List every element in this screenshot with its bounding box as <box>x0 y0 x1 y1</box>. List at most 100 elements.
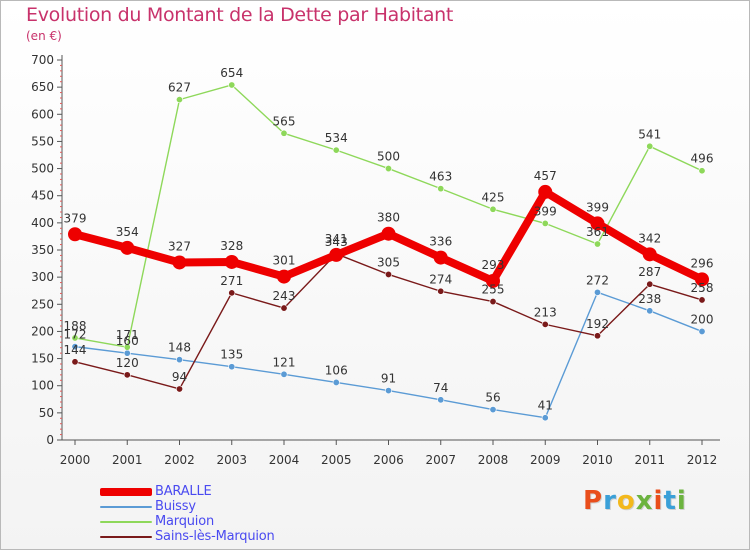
data-point-buissy <box>593 288 601 296</box>
data-label-sains-l-s-marquion: 274 <box>429 272 452 286</box>
data-point-buissy <box>541 414 549 422</box>
y-tick-label: 200 <box>31 324 54 338</box>
y-tick-label: 300 <box>31 270 54 284</box>
logo-letter: r <box>603 486 617 516</box>
y-tick-label: 350 <box>31 243 54 257</box>
data-point-sains-l-s-marquion <box>593 332 601 340</box>
data-point-baralle <box>486 273 500 288</box>
y-tick-label: 150 <box>31 352 54 366</box>
x-tick-label: 2001 <box>112 453 143 467</box>
data-label-marquion: 361 <box>586 225 609 239</box>
y-tick-label: 700 <box>31 53 54 67</box>
data-point-marquion <box>228 81 236 89</box>
data-label-sains-l-s-marquion: 305 <box>377 255 400 269</box>
data-point-sains-l-s-marquion <box>646 280 654 288</box>
chart-subtitle: (en €) <box>26 29 62 43</box>
data-point-sains-l-s-marquion <box>280 304 288 312</box>
data-point-marquion <box>541 219 549 227</box>
legend-label: Buissy <box>155 499 196 514</box>
x-tick-label: 2003 <box>216 453 247 467</box>
data-point-baralle <box>172 255 187 270</box>
data-label-marquion: 541 <box>638 127 661 141</box>
data-point-sains-l-s-marquion <box>228 289 236 297</box>
data-label-sains-l-s-marquion: 287 <box>638 265 661 279</box>
data-label-sains-l-s-marquion: 243 <box>273 289 296 303</box>
data-label-baralle: 342 <box>638 231 661 245</box>
legend-swatch <box>100 535 152 538</box>
data-label-buissy: 91 <box>381 372 396 386</box>
data-point-baralle <box>642 247 657 262</box>
legend-swatch <box>100 505 152 508</box>
data-label-buissy: 106 <box>325 363 348 377</box>
x-tick-label: 2004 <box>269 453 300 467</box>
data-point-baralle <box>695 272 709 287</box>
data-point-buissy <box>332 378 340 386</box>
y-tick-label: 0 <box>46 433 54 447</box>
data-label-baralle: 457 <box>534 169 557 183</box>
data-point-baralle <box>381 226 396 241</box>
data-point-marquion <box>280 129 288 137</box>
data-point-sains-l-s-marquion <box>176 385 184 393</box>
data-label-marquion: 627 <box>168 81 191 95</box>
data-point-marquion <box>698 167 706 175</box>
data-label-sains-l-s-marquion: 120 <box>116 356 139 370</box>
data-point-marquion <box>384 165 392 173</box>
data-label-baralle: 399 <box>586 200 609 214</box>
legend-label: Sains-lès-Marquion <box>155 529 275 544</box>
data-point-buissy <box>698 327 706 335</box>
data-point-buissy <box>176 356 184 364</box>
data-point-baralle <box>277 269 291 284</box>
data-label-buissy: 238 <box>638 292 661 306</box>
data-point-marquion <box>123 343 131 351</box>
data-point-marquion <box>489 205 497 213</box>
data-point-baralle <box>120 240 135 255</box>
data-point-baralle <box>433 250 448 265</box>
legend-item-marquion: Marquion <box>100 514 275 529</box>
data-label-baralle: 328 <box>220 239 243 253</box>
data-label-buissy: 74 <box>433 381 448 395</box>
data-point-buissy <box>489 406 497 414</box>
data-point-sains-l-s-marquion <box>541 320 549 328</box>
logo-letter: t <box>663 486 677 516</box>
x-tick-label: 2000 <box>60 453 91 467</box>
series-line-buissy <box>74 291 703 419</box>
logo-letter: x <box>635 486 654 516</box>
y-tick-label: 400 <box>31 216 54 230</box>
data-point-marquion <box>646 142 654 150</box>
legend-swatch <box>100 520 152 523</box>
data-label-sains-l-s-marquion: 343 <box>325 235 348 249</box>
data-label-sains-l-s-marquion: 255 <box>482 283 505 297</box>
data-point-sains-l-s-marquion <box>489 298 497 306</box>
data-point-baralle <box>329 247 344 262</box>
data-point-baralle <box>590 216 605 231</box>
data-label-sains-l-s-marquion: 258 <box>691 281 714 295</box>
logo-letter: i <box>653 486 664 516</box>
y-tick-label: 250 <box>31 297 54 311</box>
data-label-marquion: 399 <box>534 204 557 218</box>
data-point-buissy <box>646 307 654 315</box>
x-tick-label: 2002 <box>164 453 195 467</box>
y-tick-label: 650 <box>31 80 54 94</box>
data-label-marquion: 188 <box>64 319 87 333</box>
data-label-sains-l-s-marquion: 94 <box>172 370 187 384</box>
data-label-sains-l-s-marquion: 271 <box>220 274 243 288</box>
y-tick-label: 100 <box>31 379 54 393</box>
data-point-sains-l-s-marquion <box>437 287 445 295</box>
legend-label: BARALLE <box>155 484 212 499</box>
chart-legend: BARALLE Buissy Marquion Sains-lès-Marquion <box>100 484 275 544</box>
data-label-buissy: 160 <box>116 334 139 348</box>
data-label-marquion: 463 <box>429 170 452 184</box>
data-label-marquion: 496 <box>691 152 714 166</box>
x-tick-label: 2009 <box>530 453 561 467</box>
data-label-marquion: 534 <box>325 131 348 145</box>
data-label-marquion: 654 <box>220 66 243 80</box>
data-label-sains-l-s-marquion: 213 <box>534 305 557 319</box>
data-point-sains-l-s-marquion <box>384 270 392 278</box>
x-tick-label: 2005 <box>321 453 352 467</box>
proxiti-logo: Proxiti <box>583 486 687 516</box>
chart-title: Evolution du Montant de la Dette par Hab… <box>26 4 454 26</box>
legend-item-baralle: BARALLE <box>100 484 275 499</box>
data-label-buissy: 272 <box>586 273 609 287</box>
x-tick-label: 2010 <box>582 453 613 467</box>
